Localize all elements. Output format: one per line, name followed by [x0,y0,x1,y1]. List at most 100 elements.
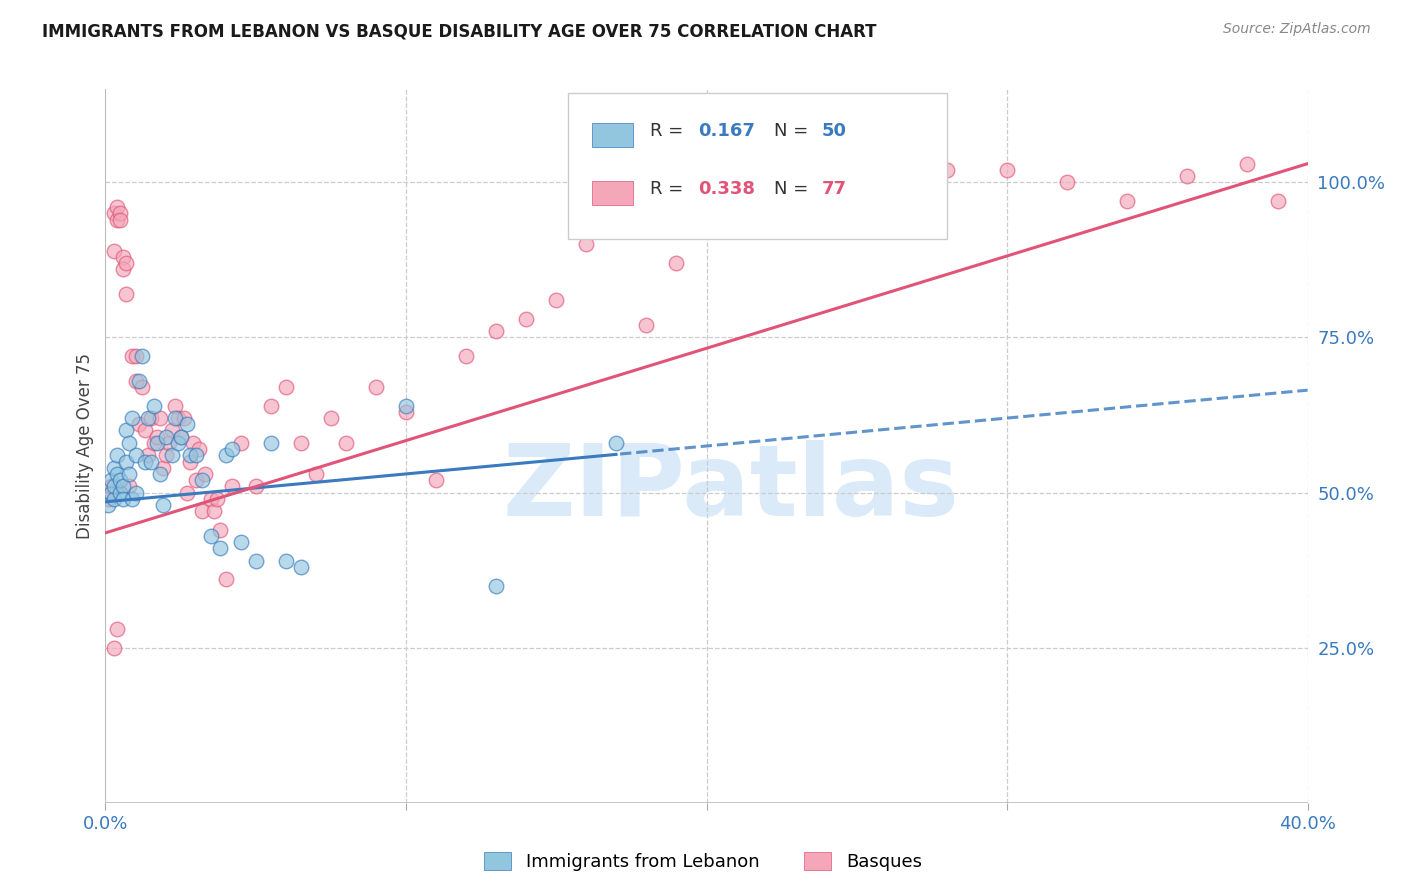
Point [1236,156,1258,170]
Point [136,448,159,462]
Point [148,467,170,481]
Point [103,244,125,258]
Point [139,454,162,468]
Point [485,324,508,338]
Point [335,436,357,450]
Point [148,411,170,425]
Point [245,479,267,493]
Point [454,349,477,363]
Point [515,311,537,326]
Point [103,491,125,506]
Point [155,448,177,462]
Point [605,175,627,189]
Point [100,473,122,487]
Point [665,256,688,270]
Point [319,411,342,425]
Point [110,473,132,487]
Point [121,491,143,506]
Point [107,200,129,214]
Point [155,430,177,444]
Text: 0.167: 0.167 [699,122,755,140]
Point [112,250,135,264]
Point [97,498,120,512]
Point [115,256,138,270]
Point [229,535,252,549]
Point [107,622,129,636]
Point [124,349,146,363]
Point [575,237,598,252]
FancyBboxPatch shape [568,93,948,239]
Point [118,479,141,493]
Point [274,554,297,568]
Point [134,454,156,468]
Point [131,349,153,363]
Point [202,504,225,518]
Point [229,436,252,450]
Point [260,399,283,413]
Point [115,287,138,301]
Point [194,467,217,481]
Point [134,424,156,438]
Point [163,411,186,425]
Point [110,485,132,500]
Point [636,318,658,332]
Point [425,473,447,487]
Point [845,169,868,183]
Point [184,448,207,462]
Point [124,485,146,500]
Legend: Immigrants from Lebanon, Basques: Immigrants from Lebanon, Basques [477,845,929,879]
Point [755,138,778,153]
Point [124,374,146,388]
Point [214,573,236,587]
Point [184,473,207,487]
Point [200,529,222,543]
Point [121,349,143,363]
Text: 77: 77 [823,180,846,198]
Point [160,424,183,438]
Point [173,411,195,425]
Point [179,454,201,468]
Point [200,491,222,506]
Point [208,523,231,537]
Text: Source: ZipAtlas.com: Source: ZipAtlas.com [1223,22,1371,37]
Point [1116,194,1139,208]
Point [128,417,150,432]
Point [157,436,180,450]
Point [118,467,141,481]
Text: IMMIGRANTS FROM LEBANON VS BASQUE DISABILITY AGE OVER 75 CORRELATION CHART: IMMIGRANTS FROM LEBANON VS BASQUE DISABI… [42,22,877,40]
Point [145,436,167,450]
FancyBboxPatch shape [592,122,633,147]
Point [152,460,174,475]
Point [124,448,146,462]
Point [485,579,508,593]
Point [214,448,236,462]
Point [112,262,135,277]
Point [290,436,312,450]
Point [205,491,228,506]
FancyBboxPatch shape [592,181,633,205]
Point [245,554,267,568]
Text: N =: N = [773,180,814,198]
Text: ZIPatlas: ZIPatlas [502,441,959,537]
Point [142,399,165,413]
Point [100,479,122,493]
Point [936,162,959,177]
Point [190,504,212,518]
Y-axis label: Disability Age Over 75: Disability Age Over 75 [76,353,94,539]
Point [187,442,209,456]
Point [103,460,125,475]
Point [176,485,198,500]
Point [110,206,132,220]
Point [364,380,387,394]
Point [260,436,283,450]
Point [1056,175,1078,189]
Point [190,473,212,487]
Point [305,467,328,481]
Point [103,479,125,493]
Point [121,411,143,425]
Point [179,448,201,462]
Point [142,436,165,450]
Point [107,448,129,462]
Point [995,162,1018,177]
Point [395,399,418,413]
